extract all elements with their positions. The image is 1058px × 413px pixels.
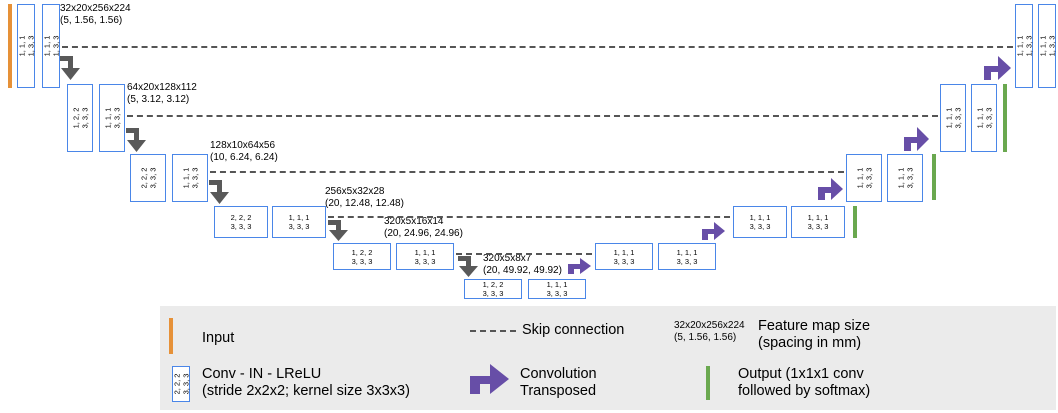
- downsample-arrow-l0: [60, 56, 80, 80]
- legend-conv-swatch: 2, 2, 2 3, 3, 3: [172, 366, 190, 402]
- skip-connection-l4: [456, 253, 592, 255]
- conv-block-enc1-b: 1, 1, 1 3, 3, 3: [99, 84, 125, 152]
- conv-params: 1, 1, 1 3, 3, 3: [943, 107, 962, 129]
- conv-block-enc3-a: 2, 2, 2 3, 3, 3: [214, 206, 268, 238]
- downsample-arrow-l3: [328, 220, 348, 241]
- conv-params: 1, 1, 1 3, 3, 3: [414, 247, 436, 266]
- legend-conv-label: Conv - IN - LReLU (stride 2x2x2; kernel …: [202, 366, 410, 399]
- conv-block-dec0-a: 1, 1, 1 1, 3, 3: [1015, 4, 1033, 88]
- upsample-arrow-l3: [818, 178, 843, 200]
- upsample-arrow-l2: [904, 127, 929, 151]
- output-bar-l2: [932, 154, 936, 200]
- conv-params: 1, 1, 1 1, 3, 3: [1015, 35, 1034, 57]
- conv-params: 1, 1, 1 3, 3, 3: [180, 167, 199, 189]
- conv-params: 1, 2, 2 3, 3, 3: [482, 280, 504, 298]
- feature-map-size-l1: 64x20x128x112 (5, 3.12, 3.12): [127, 82, 197, 105]
- conv-block-enc0-b: 1, 1, 1 1, 3, 3: [42, 4, 60, 88]
- skip-connection-l2: [210, 171, 844, 173]
- legend: Input 2, 2, 2 3, 3, 3 Conv - IN - LReLU …: [160, 306, 1056, 410]
- conv-params: 2, 2, 2 3, 3, 3: [230, 213, 252, 231]
- conv-params: 1, 1, 1 3, 3, 3: [288, 213, 310, 231]
- conv-block-dec3-b: 1, 1, 1 3, 3, 3: [791, 206, 845, 238]
- conv-params: 1, 1, 1 3, 3, 3: [854, 167, 873, 189]
- conv-block-enc1-a: 1, 2, 2 3, 3, 3: [67, 84, 93, 152]
- conv-params: 1, 1, 1 1, 3, 3: [42, 35, 61, 57]
- legend-feature-map-example: 32x20x256x224 (5, 1.56, 1.56): [674, 320, 745, 343]
- conv-params: 2, 2, 2 3, 3, 3: [138, 167, 157, 189]
- conv-block-enc3-b: 1, 1, 1 3, 3, 3: [272, 206, 326, 238]
- feature-map-size-l4: 320x5x16x14 (20, 24.96, 24.96): [384, 216, 463, 239]
- conv-block-enc2-b: 1, 1, 1 3, 3, 3: [172, 154, 208, 202]
- legend-transposed-label: Convolution Transposed: [520, 366, 597, 399]
- feature-map-size-l0: 32x20x256x224 (5, 1.56, 1.56): [60, 3, 131, 26]
- skip-connection-l1: [127, 115, 938, 117]
- conv-block-enc0-a: 1, 1, 1 1, 3, 3: [17, 4, 35, 88]
- legend-input-label: Input: [202, 330, 235, 346]
- conv-block-dec0-b: 1, 1, 1 1, 3, 3: [1038, 4, 1056, 88]
- conv-block-dec1-b: 1, 1, 1 3, 3, 3: [971, 84, 997, 152]
- conv-params: 2, 2, 2 3, 3, 3: [172, 373, 191, 395]
- conv-block-dec2-b: 1, 1, 1 3, 3, 3: [887, 154, 923, 202]
- legend-input-swatch: [169, 318, 173, 354]
- upsample-arrow-l1: [984, 56, 1011, 80]
- skip-connection-l0: [62, 46, 1013, 48]
- conv-params: 1, 1, 1 3, 3, 3: [895, 167, 914, 189]
- conv-block-dec2-a: 1, 1, 1 3, 3, 3: [846, 154, 882, 202]
- conv-block-dec1-a: 1, 1, 1 3, 3, 3: [940, 84, 966, 152]
- conv-block-enc4-b: 1, 1, 1 3, 3, 3: [396, 243, 454, 270]
- conv-block-enc4-a: 1, 2, 2 3, 3, 3: [333, 243, 391, 270]
- conv-block-dec4-a: 1, 1, 1 3, 3, 3: [595, 243, 653, 270]
- downsample-arrow-l4: [458, 256, 478, 277]
- conv-params: 1, 1, 1 3, 3, 3: [974, 107, 993, 129]
- conv-params: 1, 2, 2 3, 3, 3: [70, 107, 89, 129]
- feature-map-size-l3: 256x5x32x28 (20, 12.48, 12.48): [325, 186, 404, 209]
- legend-skip-label: Skip connection: [522, 322, 625, 338]
- downsample-arrow-l1: [126, 128, 146, 152]
- skip-connection-l3: [328, 216, 730, 218]
- input-bar: [8, 4, 12, 88]
- conv-block-dec4-b: 1, 1, 1 3, 3, 3: [658, 243, 716, 270]
- conv-params: 1, 1, 1 3, 3, 3: [613, 247, 635, 266]
- legend-transposed-swatch: [470, 364, 509, 394]
- conv-block-dec3-a: 1, 1, 1 3, 3, 3: [733, 206, 787, 238]
- output-bar-l3: [853, 206, 857, 238]
- downsample-arrow-l2: [209, 180, 229, 204]
- feature-map-size-l5: 320x5x8x7 (20, 49.92, 49.92): [483, 253, 562, 276]
- conv-params: 1, 1, 1 3, 3, 3: [676, 247, 698, 266]
- conv-params: 1, 1, 1 3, 3, 3: [546, 280, 568, 298]
- output-bar-l1: [1003, 84, 1007, 152]
- conv-params: 1, 1, 1 1, 3, 3: [1038, 35, 1057, 57]
- conv-params: 1, 1, 1 3, 3, 3: [807, 213, 829, 231]
- feature-map-size-l2: 128x10x64x56 (10, 6.24, 6.24): [210, 140, 278, 163]
- upsample-arrow-l5: [568, 258, 591, 274]
- conv-params: 1, 2, 2 3, 3, 3: [351, 247, 373, 266]
- conv-params: 1, 1, 1 3, 3, 3: [102, 107, 121, 129]
- legend-output-label: Output (1x1x1 conv followed by softmax): [738, 366, 871, 399]
- legend-feature-map-label: Feature map size (spacing in mm): [758, 318, 871, 351]
- conv-block-enc5-a: 1, 2, 2 3, 3, 3: [464, 279, 522, 299]
- conv-params: 1, 1, 1 1, 3, 3: [17, 35, 36, 57]
- conv-params: 1, 1, 1 3, 3, 3: [749, 213, 771, 231]
- conv-block-enc2-a: 2, 2, 2 3, 3, 3: [130, 154, 166, 202]
- legend-output-swatch: [706, 366, 710, 400]
- legend-skip-swatch: [470, 330, 516, 332]
- conv-block-enc5-b: 1, 1, 1 3, 3, 3: [528, 279, 586, 299]
- upsample-arrow-l4: [702, 222, 725, 240]
